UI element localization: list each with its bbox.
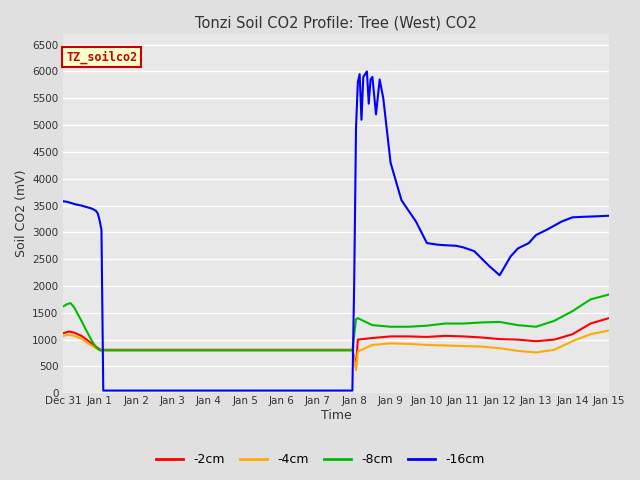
Legend: -2cm, -4cm, -8cm, -16cm: -2cm, -4cm, -8cm, -16cm — [150, 448, 490, 471]
Text: TZ_soilco2: TZ_soilco2 — [66, 50, 137, 63]
Y-axis label: Soil CO2 (mV): Soil CO2 (mV) — [15, 170, 28, 257]
X-axis label: Time: Time — [321, 409, 351, 422]
Title: Tonzi Soil CO2 Profile: Tree (West) CO2: Tonzi Soil CO2 Profile: Tree (West) CO2 — [195, 15, 477, 30]
